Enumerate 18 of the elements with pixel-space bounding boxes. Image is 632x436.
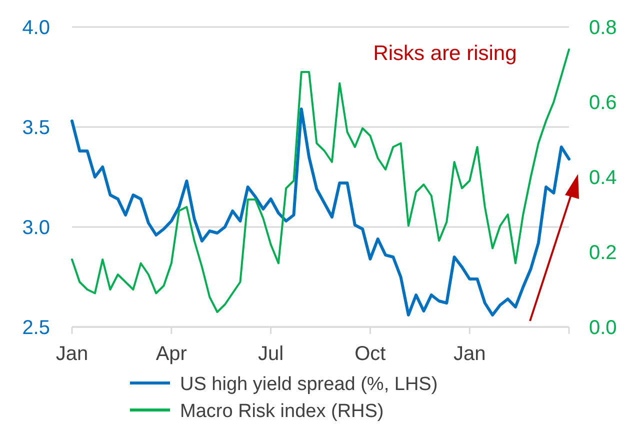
annotation: Risks are rising	[373, 42, 517, 65]
y2-tick-label: 0.2	[589, 242, 617, 264]
line-series	[70, 108, 570, 316]
y-tick-label: 4.0	[22, 17, 50, 39]
legend-label: US high yield spread (%, LHS)	[180, 374, 438, 395]
y-tick-label: 2.5	[22, 317, 50, 339]
x-tick-label: Oct	[354, 343, 386, 365]
x-tick-label: Apr	[156, 343, 188, 365]
x-tick-label: Jan	[453, 343, 486, 365]
y2-tick-label: 0.0	[589, 317, 617, 339]
x-tick-label: Jul	[258, 343, 284, 365]
legend-label: Macro Risk index (RHS)	[180, 401, 384, 422]
y-tick-label: 3.0	[22, 217, 50, 239]
y2-tick-label: 0.4	[589, 167, 617, 189]
y2-tick-label: 0.6	[589, 92, 617, 114]
x-tick-label: Jan	[56, 343, 88, 365]
y-tick-label: 3.5	[22, 117, 50, 139]
y2-tick-label: 0.8	[589, 17, 617, 39]
